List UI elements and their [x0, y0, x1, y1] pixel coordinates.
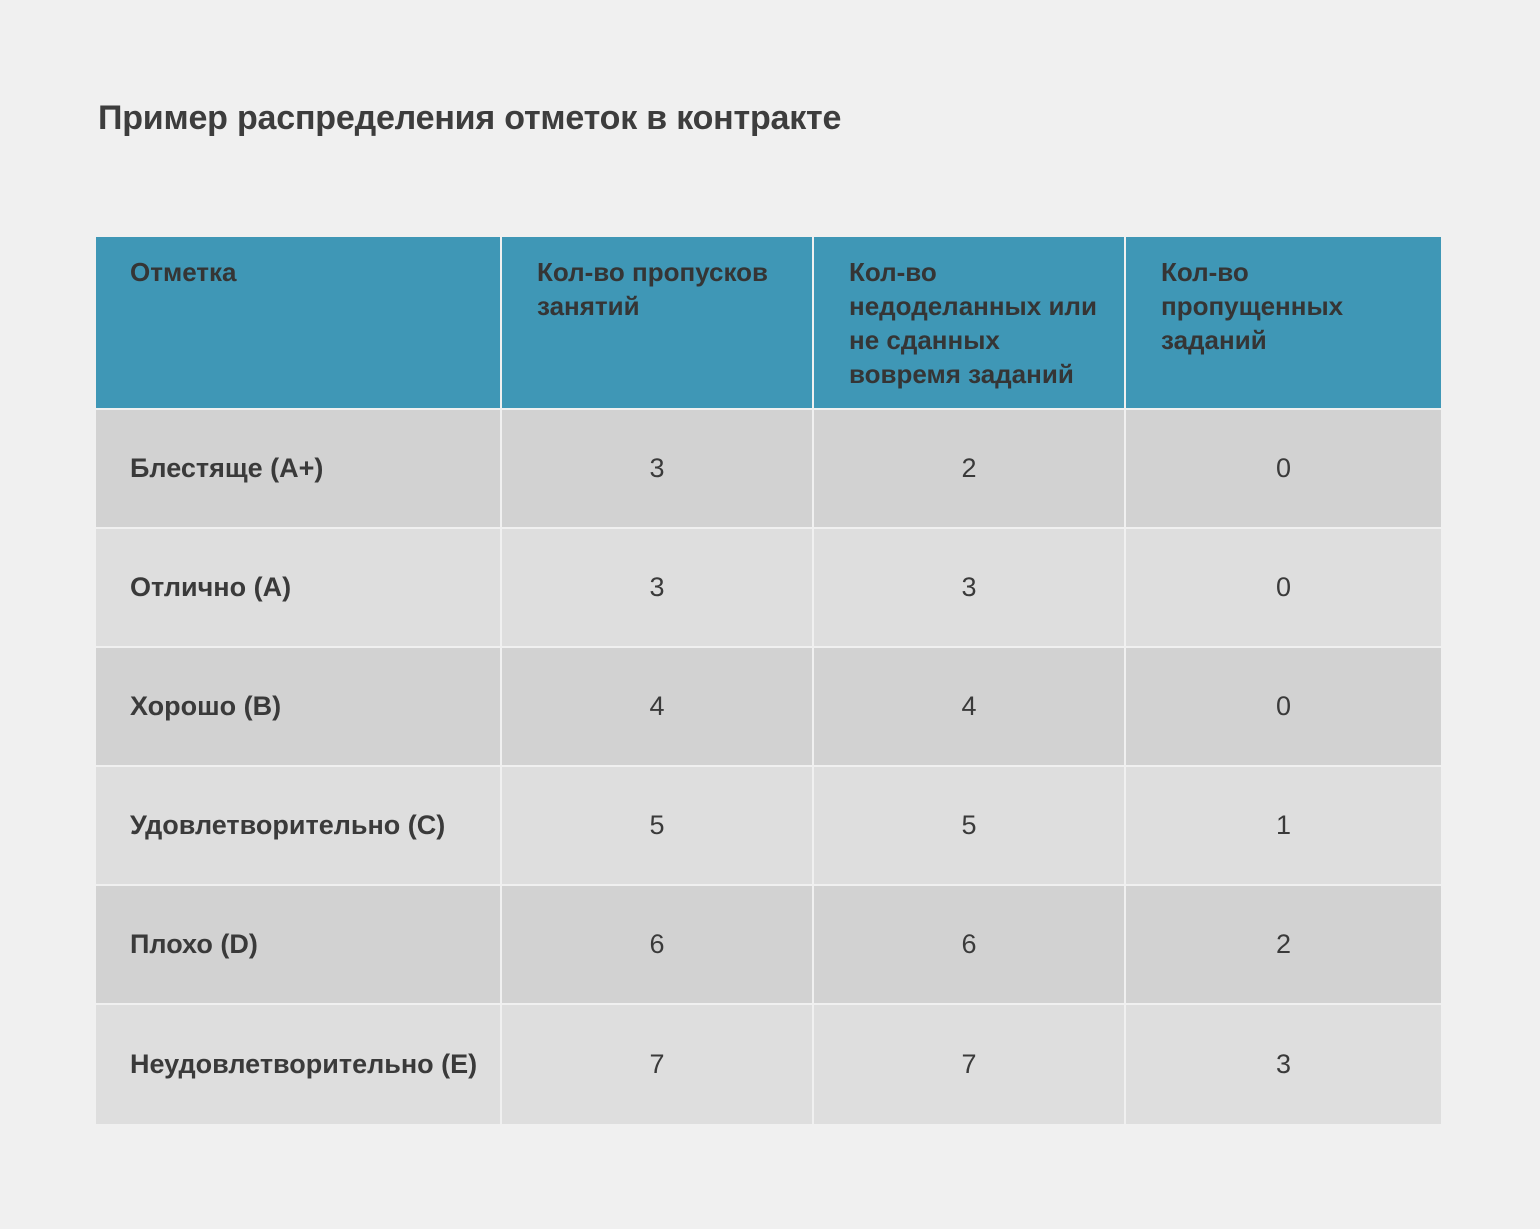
missed-tasks-cell: 2 [1126, 886, 1441, 1005]
grade-cell: Плохо (D) [96, 886, 502, 1005]
table-header-row: Отметка Кол-во пропусков занятий Кол-во … [96, 237, 1441, 410]
missed-tasks-cell: 0 [1126, 529, 1441, 648]
table-row: Удовлетворительно (C) 5 5 1 [96, 767, 1441, 886]
missed-tasks-cell: 0 [1126, 648, 1441, 767]
header-absences: Кол-во пропусков занятий [502, 237, 814, 410]
late-tasks-cell: 2 [814, 410, 1126, 529]
absences-cell: 7 [502, 1005, 814, 1124]
missed-tasks-cell: 1 [1126, 767, 1441, 886]
grade-cell: Удовлетворительно (C) [96, 767, 502, 886]
grade-cell: Неудовлетворительно (E) [96, 1005, 502, 1124]
late-tasks-cell: 4 [814, 648, 1126, 767]
grade-cell: Хорошо (B) [96, 648, 502, 767]
late-tasks-cell: 6 [814, 886, 1126, 1005]
late-tasks-cell: 3 [814, 529, 1126, 648]
table-row: Блестяще (A+) 3 2 0 [96, 410, 1441, 529]
late-tasks-cell: 7 [814, 1005, 1126, 1124]
table-row: Отлично (A) 3 3 0 [96, 529, 1441, 648]
grade-distribution-table: Отметка Кол-во пропусков занятий Кол-во … [96, 237, 1441, 1124]
table-row: Неудовлетворительно (E) 7 7 3 [96, 1005, 1441, 1124]
page-title: Пример распределения отметок в контракте [98, 99, 842, 137]
absences-cell: 4 [502, 648, 814, 767]
absences-cell: 3 [502, 529, 814, 648]
grade-cell: Блестяще (A+) [96, 410, 502, 529]
missed-tasks-cell: 3 [1126, 1005, 1441, 1124]
header-missed-tasks: Кол-во пропущенных заданий [1126, 237, 1441, 410]
grade-cell: Отлично (A) [96, 529, 502, 648]
missed-tasks-cell: 0 [1126, 410, 1441, 529]
absences-cell: 3 [502, 410, 814, 529]
late-tasks-cell: 5 [814, 767, 1126, 886]
header-grade: Отметка [96, 237, 502, 410]
table-row: Хорошо (B) 4 4 0 [96, 648, 1441, 767]
absences-cell: 6 [502, 886, 814, 1005]
header-late-tasks: Кол-во недоделанных или не сданных вовре… [814, 237, 1126, 410]
absences-cell: 5 [502, 767, 814, 886]
table-row: Плохо (D) 6 6 2 [96, 886, 1441, 1005]
